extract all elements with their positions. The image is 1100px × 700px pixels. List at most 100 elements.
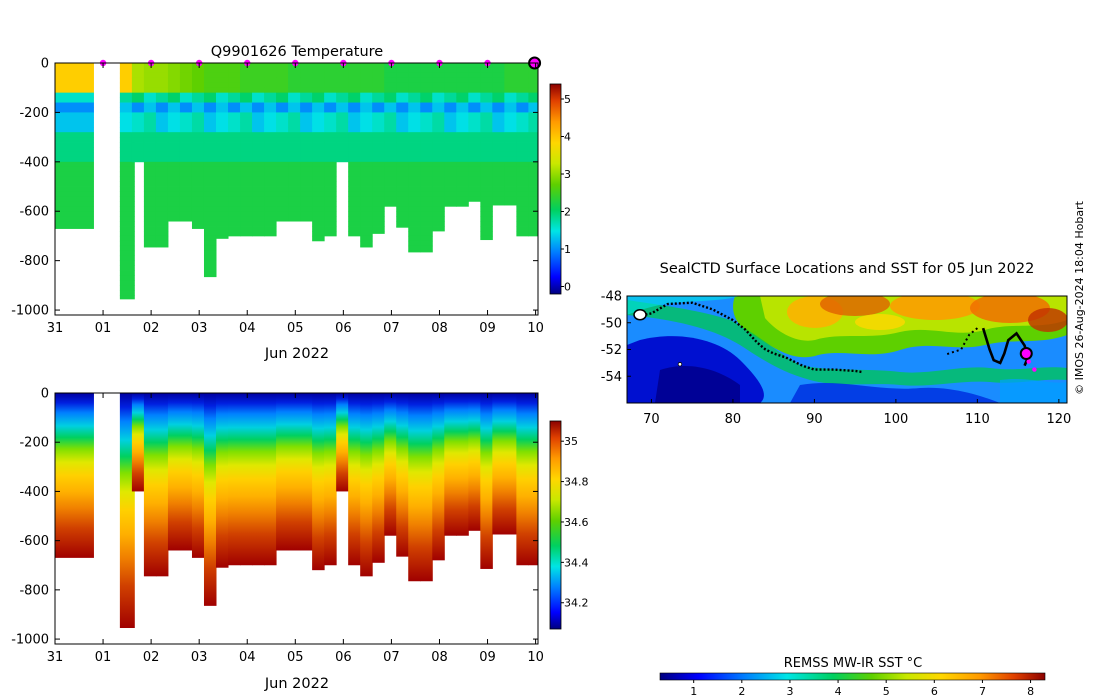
temperature-cell xyxy=(288,82,301,89)
salinity-profile xyxy=(55,393,94,558)
temperature-cell xyxy=(432,142,445,148)
temperature-cell xyxy=(492,171,505,178)
temperature-cell xyxy=(384,92,397,98)
temperature-cell xyxy=(324,63,337,69)
temperature-cell xyxy=(528,67,538,74)
temperature-cell xyxy=(155,206,169,212)
temperature-cell xyxy=(203,72,217,79)
temperature-cell xyxy=(131,137,145,143)
temperature-cell xyxy=(143,97,157,103)
temperature-cell xyxy=(384,161,397,168)
temperature-cell xyxy=(276,112,289,118)
temperature-cell xyxy=(420,196,433,202)
temperature-cell xyxy=(396,117,409,123)
temperature-cell xyxy=(264,63,277,69)
temperature-cell xyxy=(264,87,277,94)
temperature-cell xyxy=(143,112,157,118)
temperature-cell xyxy=(155,216,169,222)
temperature-cell xyxy=(492,63,505,69)
temperature-cell xyxy=(360,231,373,237)
temperature-cell xyxy=(504,132,517,138)
temperature-cell xyxy=(528,127,538,133)
temperature-cell xyxy=(480,107,493,113)
temperature-cell xyxy=(468,161,481,168)
temperature-cell xyxy=(324,196,337,202)
temperature-cell xyxy=(348,161,361,168)
temperature-cell xyxy=(191,161,205,168)
temperature-cell xyxy=(408,82,421,89)
temperature-cell xyxy=(264,171,277,178)
temperature-cell xyxy=(492,112,505,118)
temperature-cell xyxy=(432,151,445,158)
temperature-cell xyxy=(288,122,301,128)
temperature-cell xyxy=(480,122,493,128)
temperature-cell xyxy=(179,67,193,74)
temperature-cell xyxy=(348,97,361,103)
temperature-cell xyxy=(528,137,538,143)
temperature-cell xyxy=(119,166,135,173)
temperature-cell xyxy=(228,142,241,148)
salinity-profile xyxy=(264,393,277,566)
temperature-cell xyxy=(396,82,409,89)
temperature-cell xyxy=(348,137,361,143)
temperature-cell xyxy=(276,63,289,69)
temperature-cell xyxy=(143,92,157,98)
temperature-cell xyxy=(480,235,493,241)
temperature-cell xyxy=(372,127,385,133)
temperature-colorbar-ticks: 0 1 2 3 4 5 xyxy=(561,93,571,294)
temperature-cell xyxy=(432,82,445,89)
temperature-cell xyxy=(468,142,481,148)
temperature-cell xyxy=(360,87,373,94)
temperature-cell xyxy=(360,63,373,69)
temperature-cell xyxy=(420,137,433,143)
temperature-cell xyxy=(360,77,373,84)
temperature-cell xyxy=(384,166,397,173)
temperature-cell xyxy=(300,132,313,138)
temperature-cell xyxy=(336,67,349,74)
temperature-cell xyxy=(384,117,397,123)
temperature-cell xyxy=(396,132,409,138)
temperature-cell xyxy=(264,67,277,74)
temperature-cell xyxy=(492,92,505,98)
temperature-cell xyxy=(119,240,135,247)
temperature-cell xyxy=(252,142,265,148)
temperature-cell xyxy=(143,231,157,237)
temperature-cell xyxy=(504,176,517,182)
temperature-cell xyxy=(504,171,517,178)
temperature-cell xyxy=(179,156,193,163)
temperature-cell xyxy=(240,201,253,207)
temperature-cell xyxy=(432,122,445,128)
temperature-cell xyxy=(179,206,193,212)
temperature-cell xyxy=(492,97,505,103)
temperature-cell xyxy=(264,127,277,133)
temperature-cell xyxy=(252,67,265,74)
temperature-cell xyxy=(191,77,205,84)
temperature-cell xyxy=(348,206,361,212)
temperature-cell xyxy=(324,117,337,123)
temperature-cell xyxy=(516,196,529,202)
temperature-cell xyxy=(228,166,241,173)
temperature-cell xyxy=(360,245,373,248)
y-tick-label: -1000 xyxy=(11,304,49,319)
temperature-cell xyxy=(119,216,135,222)
temperature-cell xyxy=(516,77,529,84)
temperature-cell xyxy=(312,67,325,74)
temperature-cell xyxy=(384,112,397,118)
temperature-cell xyxy=(372,147,385,153)
temperature-cell xyxy=(528,156,538,163)
temperature-cell xyxy=(276,201,289,207)
sst-colorbar-tick-label: 8 xyxy=(1027,685,1034,698)
x-tick-label: 10 xyxy=(527,321,544,336)
temperature-cell xyxy=(264,97,277,103)
temperature-cell xyxy=(252,171,265,178)
temperature-cell xyxy=(444,191,457,197)
temperature-cell xyxy=(336,147,349,153)
temperature-cell xyxy=(348,107,361,113)
temperature-cell xyxy=(312,181,325,187)
temperature-cell xyxy=(55,211,94,217)
salinity-profile xyxy=(528,393,538,566)
temperature-cell xyxy=(348,151,361,158)
temperature-cell xyxy=(312,201,325,207)
temperature-cell xyxy=(119,67,135,74)
temperature-cell xyxy=(504,82,517,89)
